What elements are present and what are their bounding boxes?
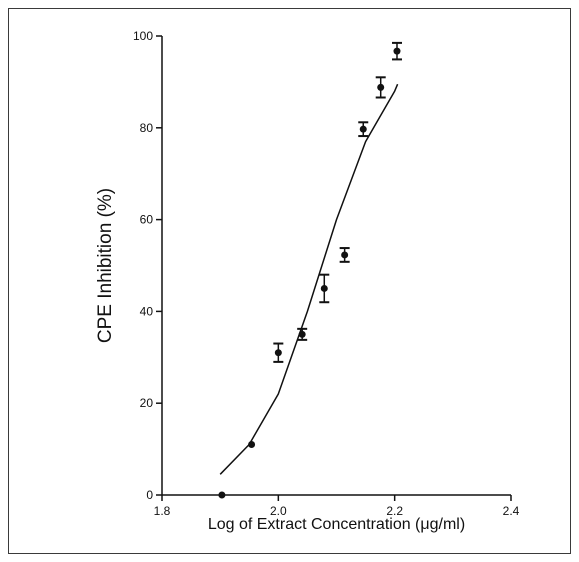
x-tick-label: 2.2 [386,504,403,518]
data-points [218,41,402,499]
chart-frame: 0 20 40 60 80 100 1.8 2.0 2.2 2.4 CPE Inhibition… [8,8,571,554]
data-point [393,47,401,55]
x-tick-label: 1.8 [154,504,171,518]
x-tick-label: 2.4 [503,504,520,518]
data-point [341,251,349,259]
y-tick-label: 0 [146,488,153,502]
x-ticks: 1.8 2.0 2.2 2.4 [154,495,520,518]
y-tick-label: 80 [140,121,154,135]
data-point [320,284,328,292]
data-point [298,330,306,338]
x-tick-label: 2.0 [270,504,287,518]
chart: 0 20 40 60 80 100 1.8 2.0 2.2 2.4 CPE Inhibition… [95,29,520,533]
data-point [274,349,282,357]
y-tick-label: 60 [140,213,154,227]
y-axis-label: CPE Inhibition (%) [95,188,116,343]
data-point [248,441,256,449]
y-tick-label: 40 [140,304,154,318]
axes [161,36,511,496]
data-point [218,491,226,499]
data-point [377,83,385,91]
x-axis-label: Log of Extract Concentration (μg/ml) [208,516,465,533]
y-tick-label: 100 [133,29,153,43]
y-tick-label: 20 [140,396,154,410]
y-ticks: 0 20 40 60 80 100 [133,29,162,502]
fit-curve [219,83,399,475]
data-point [359,125,367,133]
